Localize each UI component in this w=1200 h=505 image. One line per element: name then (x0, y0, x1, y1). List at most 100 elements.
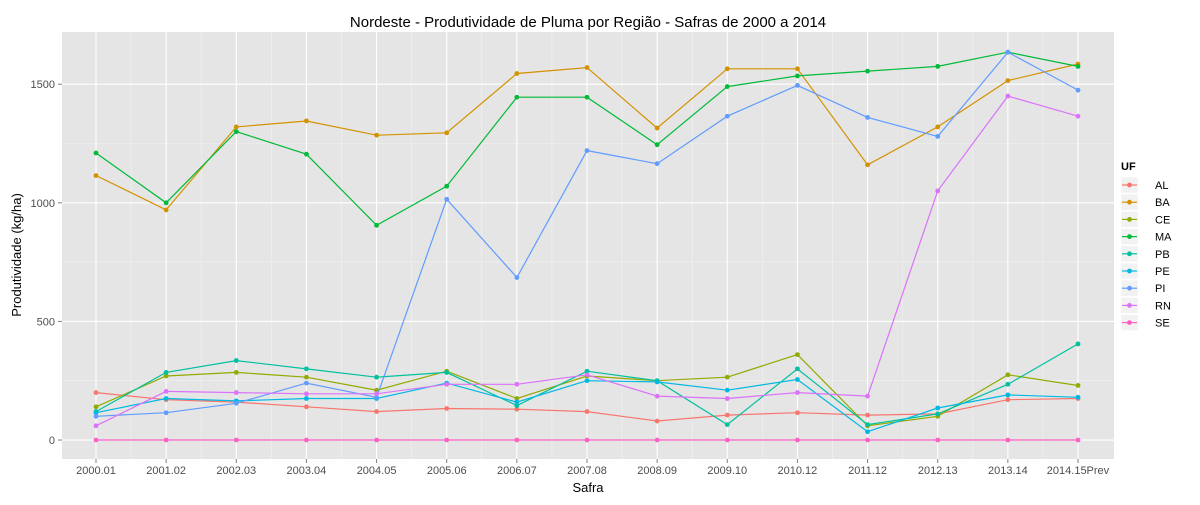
data-point-ce (93, 404, 99, 410)
data-point-rn (304, 391, 309, 397)
data-point-ce (1005, 372, 1011, 378)
data-point-pi (374, 394, 379, 400)
data-point-pi (795, 82, 800, 88)
data-point-rn (233, 390, 239, 395)
data-point-pi (935, 133, 941, 139)
data-point-ce (795, 352, 800, 358)
data-point-se (1005, 437, 1011, 443)
data-point-se (584, 437, 590, 443)
data-point-se (93, 437, 99, 443)
data-point-ma (444, 183, 450, 189)
data-point-pb (724, 422, 730, 428)
x-tick-label: 2002.03 (216, 465, 256, 477)
data-point-pe (865, 429, 870, 435)
data-point-ce (374, 387, 379, 393)
axes: 0 500 1000 1500 2000.01 2001.02 2002.03 2003.04… (31, 79, 1110, 477)
legend-label-pe: PE (1155, 266, 1170, 278)
data-point-al (374, 409, 379, 414)
data-point-rn (514, 381, 520, 387)
data-point-ma (1075, 63, 1081, 69)
data-point-ba (163, 207, 169, 213)
data-point-se (233, 437, 239, 443)
data-point-ba (444, 130, 450, 136)
legend-label-ba: BA (1155, 197, 1170, 209)
data-point-pi (1075, 87, 1081, 93)
data-point-pi (865, 115, 870, 120)
data-point-pb (1005, 381, 1011, 387)
data-point-al (795, 410, 800, 416)
data-point-pe (584, 378, 590, 384)
data-point-ma (724, 84, 730, 89)
data-point-se (514, 437, 520, 443)
data-point-pe (724, 387, 730, 393)
x-tick-label: 2010.12 (778, 465, 818, 477)
legend-label-se: SE (1155, 318, 1170, 330)
legend-key-point-pb (1127, 251, 1132, 257)
data-point-pe (1005, 392, 1011, 398)
data-point-ma (935, 63, 941, 69)
data-point-pi (724, 113, 730, 119)
data-point-se (795, 437, 800, 443)
plot-panel (62, 32, 1114, 459)
data-point-ce (304, 374, 309, 380)
legend-key-point-ba (1127, 199, 1132, 205)
legend-key-point-pi (1127, 285, 1132, 291)
data-point-ma (795, 73, 800, 79)
y-axis-title: Produtividade (kg/ha) (9, 193, 24, 317)
data-point-al (514, 406, 520, 412)
data-point-rn (444, 381, 450, 387)
series-group (93, 49, 1081, 443)
data-point-ce (233, 370, 239, 375)
data-point-pe (1075, 394, 1081, 400)
data-point-se (1075, 437, 1081, 443)
data-point-rn (865, 393, 870, 399)
data-point-al (654, 418, 660, 424)
data-point-rn (584, 372, 590, 378)
legend-label-pb: PB (1155, 249, 1170, 261)
data-point-pb (935, 411, 941, 417)
data-point-pb (163, 370, 169, 375)
data-point-al (1005, 397, 1011, 403)
data-point-pb (1075, 341, 1081, 347)
data-point-ba (514, 71, 520, 76)
data-point-pe (304, 396, 309, 401)
data-point-pe (795, 377, 800, 382)
data-point-pe (163, 396, 169, 401)
data-point-ma (654, 142, 660, 148)
data-point-pi (1005, 49, 1011, 55)
data-point-pe (514, 399, 520, 405)
data-point-pi (444, 196, 450, 202)
legend-label-al: AL (1155, 180, 1168, 192)
data-point-se (304, 437, 309, 443)
data-point-pb (584, 368, 590, 374)
data-point-pi (163, 410, 169, 416)
x-tick-label: 2009.10 (707, 465, 747, 477)
data-point-se (865, 437, 870, 443)
x-tick-label: 2012.13 (918, 465, 958, 477)
x-tick-label: 2013.14 (988, 465, 1028, 477)
data-point-se (444, 437, 450, 443)
data-point-pi (654, 161, 660, 167)
data-point-ma (93, 150, 99, 156)
x-tick-label: 2000.01 (76, 465, 116, 477)
data-point-ba (374, 132, 379, 138)
x-tick-label: 2007.08 (567, 465, 607, 477)
data-point-ma (163, 200, 169, 206)
data-point-ba (233, 124, 239, 130)
data-point-ma (374, 222, 379, 228)
data-point-al (865, 412, 870, 418)
data-point-pb (444, 370, 450, 375)
x-tick-label: 2006.07 (497, 465, 537, 477)
data-point-ba (1005, 78, 1011, 84)
data-point-se (935, 437, 941, 443)
data-point-rn (935, 188, 941, 194)
data-point-ce (163, 373, 169, 379)
y-tick-label: 1500 (31, 79, 55, 91)
chart-title: Nordeste - Produtividade de Pluma por Re… (350, 14, 826, 31)
data-point-pb (514, 403, 520, 409)
data-point-rn (795, 390, 800, 395)
data-point-ce (724, 374, 730, 380)
data-point-ma (865, 68, 870, 74)
y-tick-label: 0 (49, 435, 55, 447)
x-tick-label: 2004.05 (357, 465, 397, 477)
